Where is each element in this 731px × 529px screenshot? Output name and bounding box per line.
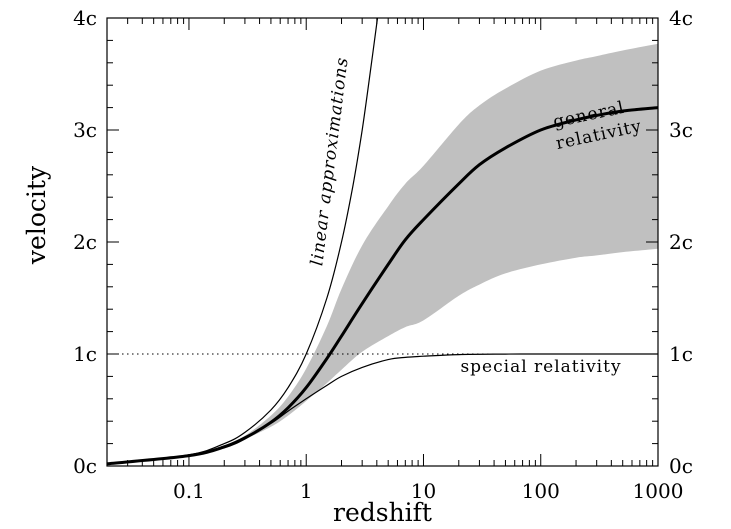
x-tick-label: 1 — [300, 479, 313, 503]
axis-ticks — [106, 17, 659, 467]
y-tick-label-left: 3c — [73, 118, 97, 142]
x-tick-label: 100 — [522, 479, 560, 503]
y-tick-label-right: 1c — [669, 342, 693, 366]
y-tick-label-left: 4c — [73, 6, 97, 30]
y-tick-label-right: 2c — [669, 230, 693, 254]
y-axis-title: velocity — [22, 165, 51, 265]
general-relativity-curve — [106, 106, 659, 466]
x-tick-label: 0.1 — [173, 479, 205, 503]
y-tick-label-left: 1c — [73, 342, 97, 366]
x-tick-label: 10 — [411, 479, 436, 503]
plot-area — [106, 17, 659, 466]
x-tick-label: 1000 — [633, 479, 684, 503]
y-tick-label-left: 0c — [73, 454, 97, 478]
gr-uncertainty-band — [107, 43, 658, 464]
linear-approximations-curve — [106, 17, 379, 465]
y-tick-label-right: 3c — [669, 118, 693, 142]
y-tick-label-right: 4c — [669, 6, 693, 30]
y-tick-label-left: 2c — [73, 230, 97, 254]
special-relativity-label: special relativity — [460, 357, 621, 377]
linear-approximations-label: linear approximations — [307, 56, 352, 267]
y-tick-label-right: 0c — [669, 454, 693, 478]
x-axis-title: redshift — [333, 498, 432, 527]
